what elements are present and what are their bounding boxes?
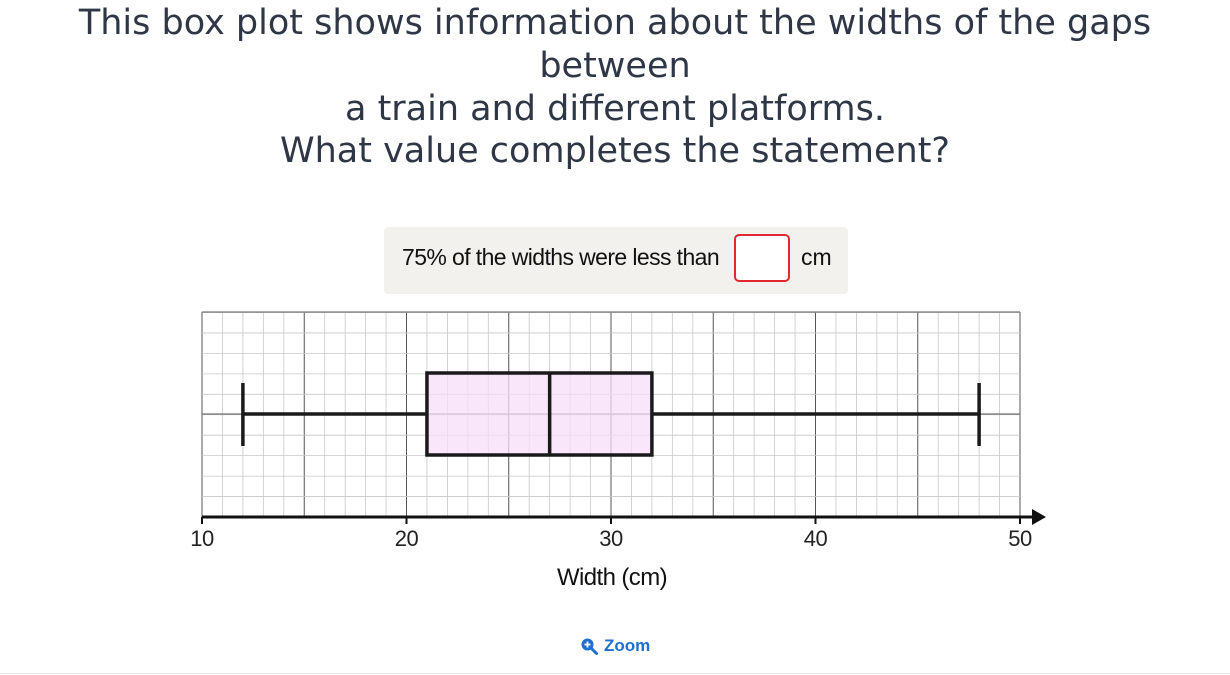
answer-input[interactable] <box>734 234 790 282</box>
box-iqr <box>425 371 654 457</box>
zoom-in-icon <box>581 638 598 655</box>
question-line-2: a train and different platforms. <box>345 89 885 129</box>
question-text: This box plot shows information about th… <box>0 2 1230 131</box>
x-tick-label: 30 <box>599 526 623 551</box>
x-tick-label: 10 <box>190 526 214 551</box>
question-prompt: What value completes the statement? <box>280 131 950 171</box>
bottom-divider <box>0 673 1230 674</box>
x-tick-label: 40 <box>804 526 828 551</box>
x-tick-label: 50 <box>1008 526 1032 551</box>
x-axis-arrow <box>1032 509 1046 525</box>
zoom-label: Zoom <box>604 636 651 655</box>
x-tick-label: 20 <box>395 526 419 551</box>
unit-label: cm <box>801 244 832 270</box>
statement-text: 75% of the widths were less than <box>402 244 720 270</box>
zoom-button[interactable]: Zoom <box>580 634 650 658</box>
x-axis-title: Width (cm) <box>557 564 667 591</box>
question-line-1: This box plot shows information about th… <box>78 3 1152 86</box>
statement-box: 75% of the widths were less than cm <box>384 227 848 294</box>
